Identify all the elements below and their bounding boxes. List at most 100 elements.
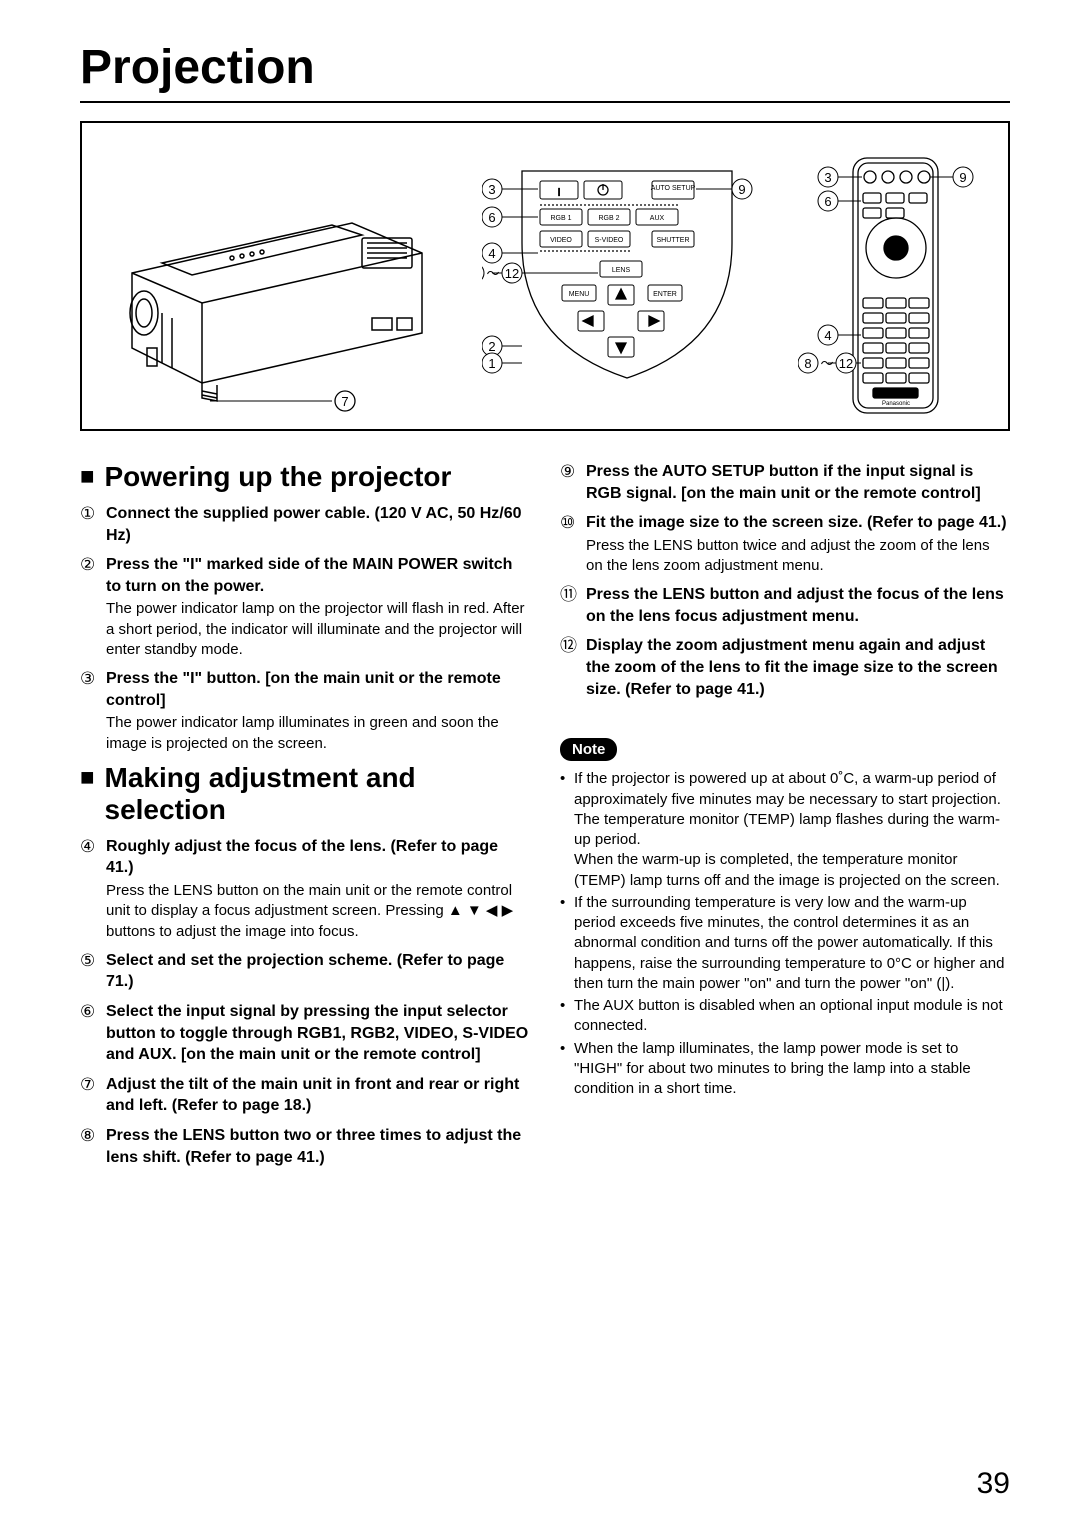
svg-text:VIDEO: VIDEO [550,237,572,244]
svg-text:S-VIDEO: S-VIDEO [595,237,624,244]
svg-text:ENTER: ENTER [653,291,677,298]
step-body: Connect the supplied power cable. (120 V… [106,503,530,546]
step-body: Select and set the projection scheme. (R… [106,950,530,993]
svg-text:3: 3 [824,170,831,185]
instruction-step: ⑥Select the input signal by pressing the… [80,1001,530,1066]
instruction-step: ③Press the "I" button. [on the main unit… [80,668,530,754]
svg-text:6: 6 [488,210,495,225]
page-title: Projection [80,40,1010,103]
right-column: ⑨Press the AUTO SETUP button if the inpu… [560,455,1010,1176]
step-number: ③ [80,668,106,754]
page-number: 39 [977,1467,1010,1501]
svg-text:3: 3 [488,182,495,197]
bullet-icon: • [560,893,574,994]
control-panel-illustration: | AUTO SE [482,153,772,423]
note-text: If the projector is powered up at about … [574,769,1010,891]
note-text: The AUX button is disabled when an optio… [574,996,1010,1037]
step-title: Select the input signal by pressing the … [106,1001,530,1066]
note-item: •When the lamp illuminates, the lamp pow… [560,1039,1010,1100]
step-title: Display the zoom adjustment menu again a… [586,635,1010,700]
instruction-step: ②Press the "I" marked side of the MAIN P… [80,554,530,660]
step-body: Select the input signal by pressing the … [106,1001,530,1066]
note-text: If the surrounding temperature is very l… [574,893,1010,994]
svg-text:MENU: MENU [569,291,590,298]
step-number: ② [80,554,106,660]
step-body: Press the "I" button. [on the main unit … [106,668,530,754]
instruction-step: ⑪Press the LENS button and adjust the fo… [560,584,1010,627]
svg-text:SHUTTER: SHUTTER [656,237,689,244]
step-number: ⑪ [560,584,586,627]
svg-text:9: 9 [959,170,966,185]
instruction-step: ①Connect the supplied power cable. (120 … [80,503,530,546]
step-body: Press the LENS button two or three times… [106,1125,530,1168]
svg-text:～: ～ [486,266,499,281]
svg-text:LENS: LENS [612,267,631,274]
svg-text:4: 4 [488,246,495,261]
note-item: •The AUX button is disabled when an opti… [560,996,1010,1037]
note-item: •If the projector is powered up at about… [560,769,1010,891]
step-description: Press the LENS button twice and adjust t… [586,536,1010,577]
instruction-step: ⑦Adjust the tilt of the main unit in fro… [80,1074,530,1117]
section-adjustment: ■ Making adjustment and selection [80,762,530,826]
svg-text:4: 4 [824,328,831,343]
step-body: Roughly adjust the focus of the lens. (R… [106,836,530,942]
step-number: ⑦ [80,1074,106,1117]
bullet-icon: • [560,769,574,891]
square-bullet-icon: ■ [80,461,95,492]
instruction-step: ⑨Press the AUTO SETUP button if the inpu… [560,461,1010,504]
step-number: ⑤ [80,950,106,993]
svg-text:2: 2 [488,339,495,354]
diagram-container: 7 | [80,121,1010,431]
step-number: ④ [80,836,106,942]
step-number: ① [80,503,106,546]
step-number: ⑧ [80,1125,106,1168]
step-body: Display the zoom adjustment menu again a… [586,635,1010,700]
note-text: When the lamp illuminates, the lamp powe… [574,1039,1010,1100]
svg-text:9: 9 [738,182,745,197]
square-bullet-icon: ■ [80,762,95,793]
projector-illustration: 7 [102,153,442,413]
step-title: Roughly adjust the focus of the lens. (R… [106,836,530,879]
step-body: Press the LENS button and adjust the foc… [586,584,1010,627]
step-title: Press the AUTO SETUP button if the input… [586,461,1010,504]
note-list: •If the projector is powered up at about… [560,769,1010,1099]
step-body: Adjust the tilt of the main unit in fron… [106,1074,530,1117]
step-title: Connect the supplied power cable. (120 V… [106,503,530,546]
svg-text:AUTO SETUP: AUTO SETUP [651,185,696,192]
step-title: Select and set the projection scheme. (R… [106,950,530,993]
instruction-step: ⑫Display the zoom adjustment menu again … [560,635,1010,700]
step-title: Press the "I" button. [on the main unit … [106,668,530,711]
svg-text:12: 12 [839,356,853,371]
svg-text:AUX: AUX [650,215,665,222]
instruction-step: ④Roughly adjust the focus of the lens. (… [80,836,530,942]
step-body: Press the AUTO SETUP button if the input… [586,461,1010,504]
svg-text:～: ～ [820,356,833,371]
step-title: Press the LENS button two or three times… [106,1125,530,1168]
step-number: ⑩ [560,512,586,576]
step-body: Press the "I" marked side of the MAIN PO… [106,554,530,660]
svg-text:7: 7 [341,394,348,409]
note-item: •If the surrounding temperature is very … [560,893,1010,994]
step-description: The power indicator lamp illuminates in … [106,713,530,754]
step-title: Adjust the tilt of the main unit in fron… [106,1074,530,1117]
step-number: ⑥ [80,1001,106,1066]
step-body: Fit the image size to the screen size. (… [586,512,1010,576]
step-description: Press the LENS button on the main unit o… [106,881,530,942]
step-title: Press the "I" marked side of the MAIN PO… [106,554,530,597]
instruction-step: ⑤Select and set the projection scheme. (… [80,950,530,993]
svg-text:12: 12 [505,266,519,281]
step-title: Fit the image size to the screen size. (… [586,512,1010,534]
remote-illustration: 3 9 6 4 8 ～ 12 Panasonic [798,153,978,423]
step-description: The power indicator lamp on the projecto… [106,599,530,660]
left-column: ■ Powering up the projector ①Connect the… [80,455,530,1176]
svg-text:RGB 2: RGB 2 [598,215,619,222]
svg-text:8: 8 [804,356,811,371]
step-title: Press the LENS button and adjust the foc… [586,584,1010,627]
content-columns: ■ Powering up the projector ①Connect the… [80,455,1010,1176]
step-number: ⑨ [560,461,586,504]
svg-text:RGB 1: RGB 1 [550,215,571,222]
note-badge: Note [560,738,617,761]
bullet-icon: • [560,996,574,1037]
svg-text:6: 6 [824,194,831,209]
svg-text:Panasonic: Panasonic [882,401,910,407]
